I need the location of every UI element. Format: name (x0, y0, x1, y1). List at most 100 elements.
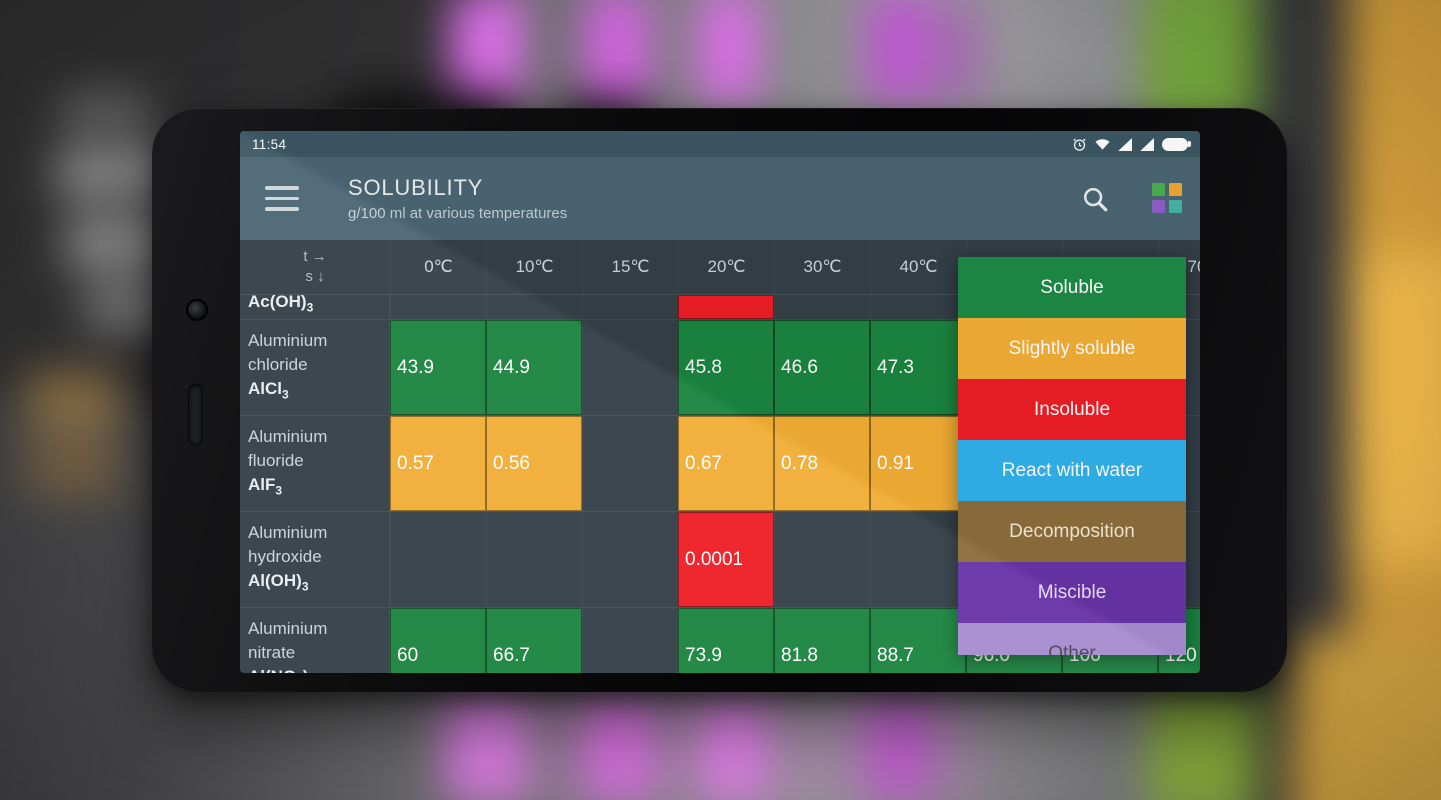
table-body: Ac(OH)3 Aluminium chloride AlCl3 43.9 44.9 45.… (240, 295, 1200, 673)
solubility-cell[interactable] (582, 416, 678, 511)
bg-blob (583, 692, 655, 800)
bg-blob (865, 692, 933, 800)
earpiece-speaker (189, 385, 202, 445)
legend-item-react-with-water[interactable]: React with water (958, 440, 1186, 501)
cell-value: 0.57 (397, 452, 434, 474)
substance-formula: AlCl3 (248, 378, 289, 402)
solubility-cell[interactable]: 45.8 (678, 320, 774, 415)
substance-formula: AlF3 (248, 474, 283, 498)
substance-formula: Ac(OH)3 (248, 295, 314, 314)
bg-blob (698, 692, 768, 800)
bg-blob (448, 692, 526, 800)
status-icons (1072, 137, 1191, 152)
column-header-20-: 20℃ (678, 240, 774, 294)
menu-button[interactable] (265, 186, 299, 211)
substance-name: chloride (248, 354, 308, 374)
cell-value: 60 (397, 644, 419, 666)
status-bar: 11:54 (240, 131, 1200, 157)
legend-item-slightly-soluble[interactable]: Slightly soluble (958, 318, 1186, 379)
solubility-cell[interactable] (774, 295, 870, 319)
solubility-cell[interactable]: 0.0001 (678, 512, 774, 607)
legend-item-insoluble[interactable]: Insoluble (958, 379, 1186, 440)
phone-screen: 11:54 (240, 131, 1200, 673)
solubility-cell[interactable] (390, 512, 486, 607)
cell-value: 0.56 (493, 452, 530, 474)
solubility-cell[interactable] (582, 608, 678, 673)
bg-blob (1355, 255, 1441, 565)
bg-blob (25, 370, 120, 430)
cell-value: 0.91 (877, 452, 914, 474)
solubility-cell[interactable] (582, 512, 678, 607)
signal-icon (1140, 137, 1154, 151)
cell-value: 47.3 (877, 356, 914, 378)
apps-grid-button[interactable] (1152, 182, 1184, 215)
cell-value: 73.9 (685, 644, 722, 666)
cell-value: 46.6 (781, 356, 818, 378)
column-header-15-: 15℃ (582, 240, 678, 294)
solubility-cell[interactable]: 88.7 (870, 608, 966, 673)
bg-blob (865, 0, 935, 105)
hamburger-icon (265, 186, 299, 190)
solubility-cell[interactable] (582, 320, 678, 415)
solubility-cell[interactable]: 73.9 (678, 608, 774, 673)
hamburger-icon (265, 196, 299, 201)
legend-item-miscible[interactable]: Miscible (958, 562, 1186, 623)
substance-name: Aluminium (248, 426, 328, 446)
solubility-cell[interactable] (870, 512, 966, 607)
legend-item-soluble[interactable]: Soluble (958, 257, 1186, 318)
column-header-0-: 0℃ (390, 240, 486, 294)
substance-name: Aluminium (248, 618, 328, 638)
apps-grid-square (1152, 199, 1165, 213)
solubility-cell[interactable]: 0.91 (870, 416, 966, 511)
substance-formula: Al(NO3)3 (248, 665, 383, 673)
row-label: Aluminium fluoride AlF3 (240, 416, 390, 511)
legend-panel: Soluble Slightly soluble Insoluble React wi… (958, 257, 1186, 655)
solubility-cell[interactable]: 0.78 (774, 416, 870, 511)
phone-frame: 11:54 (152, 108, 1287, 692)
bg-blob (25, 440, 120, 495)
legend-item-other[interactable]: Other (958, 623, 1186, 655)
legend-item-decomposition[interactable]: Decomposition (958, 501, 1186, 562)
solubility-cell[interactable] (582, 295, 678, 319)
solubility-cell[interactable] (774, 512, 870, 607)
solubility-cell[interactable]: 46.6 (774, 320, 870, 415)
cell-value: 0.0001 (685, 548, 744, 570)
substance-name: hydroxide (248, 546, 322, 566)
table-row: Aluminium hydroxide Al(OH)3 0.0001 (240, 512, 1200, 608)
solubility-cell[interactable]: 43.9 (390, 320, 486, 415)
solubility-cell[interactable]: 81.8 (774, 608, 870, 673)
hamburger-icon (265, 207, 299, 211)
cell-value: 43.9 (397, 356, 434, 378)
bg-blob (940, 0, 985, 105)
bg-blob (1148, 680, 1266, 800)
solubility-cell[interactable]: 66.7 (486, 608, 582, 673)
solubility-cell[interactable] (678, 295, 774, 319)
solubility-cell[interactable]: 47.3 (870, 320, 966, 415)
wifi-icon (1095, 139, 1110, 150)
solubility-table[interactable]: t →s ↓0℃10℃15℃20℃30℃40℃50℃60℃70℃ Ac(OH)3… (240, 240, 1200, 673)
solubility-cell[interactable]: 60 (390, 608, 486, 673)
search-button[interactable] (1080, 184, 1110, 214)
search-icon (1083, 187, 1108, 211)
apps-grid-square (1152, 182, 1165, 196)
solubility-cell[interactable]: 0.56 (486, 416, 582, 511)
cell-value: 0.67 (685, 452, 722, 474)
solubility-cell[interactable] (486, 295, 582, 319)
table-corner: t → s ↓ (240, 240, 390, 294)
solubility-cell[interactable]: 0.67 (678, 416, 774, 511)
solubility-cell[interactable]: 0.57 (390, 416, 486, 511)
table-corner-label: s ↓ (305, 268, 325, 286)
solubility-cell[interactable] (870, 295, 966, 319)
alarm-icon (1073, 138, 1086, 151)
column-header-10-: 10℃ (486, 240, 582, 294)
status-time: 11:54 (252, 136, 287, 152)
cell-value: 44.9 (493, 356, 530, 378)
solubility-cell[interactable] (390, 295, 486, 319)
substance-name: Aluminium (248, 330, 328, 350)
battery-icon (1162, 137, 1191, 151)
apps-grid-square (1169, 182, 1182, 196)
table-corner-label: t → (303, 248, 327, 265)
solubility-cell[interactable]: 44.9 (486, 320, 582, 415)
solubility-cell[interactable] (486, 512, 582, 607)
